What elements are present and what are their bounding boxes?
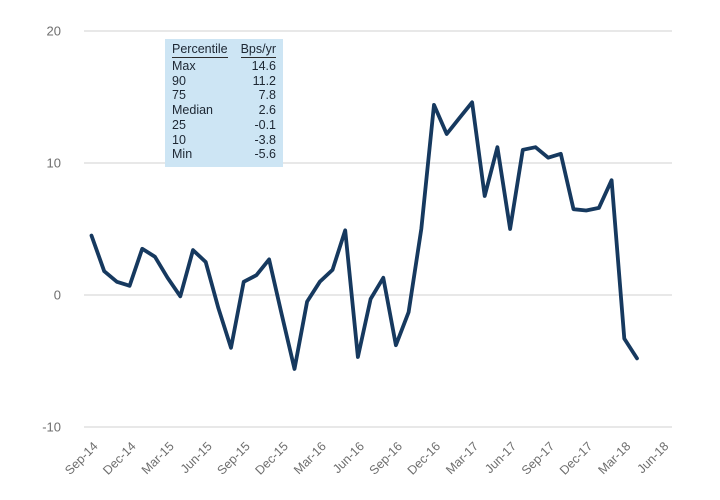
y-axis-labels: 20 10 0 -10 (42, 24, 61, 435)
x-axis-labels: Sep-14 Dec-14 Mar-15 Jun-15 Sep-15 Dec-15 Mar-… (62, 439, 671, 477)
x-tick-label: Sep-15 (214, 439, 252, 477)
percentile-table-header: Percentile Bps/yr (172, 42, 276, 58)
x-tick-label: Jun-15 (178, 439, 215, 476)
percentile-value: 2.6 (258, 103, 276, 118)
percentile-value: 11.2 (252, 73, 276, 88)
percentile-value: 7.8 (258, 88, 276, 103)
x-tick-label: Mar-15 (139, 439, 177, 477)
percentile-label: 75 (172, 88, 186, 103)
x-tick-label: Jun-16 (330, 439, 367, 476)
percentile-table-row: 90 11.2 (172, 74, 276, 89)
percentile-table: Percentile Bps/yr Max 14.6 90 11.2 75 7.8 Medi… (165, 39, 283, 167)
percentile-value: -5.6 (254, 147, 276, 162)
x-tick-label: Jun-17 (482, 439, 519, 476)
x-tick-label: Sep-16 (367, 439, 405, 477)
percentile-label: 10 (172, 132, 186, 147)
percentile-label: Min (172, 147, 193, 162)
percentile-label: Max (172, 59, 196, 73)
x-tick-label: Dec-17 (557, 439, 595, 477)
x-tick-label: Sep-17 (519, 439, 557, 477)
percentile-value: -3.8 (254, 132, 276, 147)
percentile-label: 90 (172, 73, 186, 88)
y-tick-label: -10 (42, 420, 61, 435)
x-tick-label: Mar-18 (595, 439, 633, 477)
y-tick-label: 0 (54, 288, 61, 303)
x-tick-label: Dec-16 (405, 439, 443, 477)
x-tick-label: Dec-15 (253, 439, 291, 477)
percentile-table-row: Max 14.6 (172, 59, 276, 74)
x-tick-label: Dec-14 (100, 439, 138, 477)
percentile-table-row: Min -5.6 (172, 147, 276, 162)
percentile-table-row: 10 -3.8 (172, 133, 276, 148)
table-header-bps-yr: Bps/yr (240, 42, 276, 58)
percentile-table-body: Max 14.6 90 11.2 75 7.8 Median 2.6 25 -0.1 10 -3.8 M… (172, 59, 276, 162)
percentile-value: -0.1 (254, 117, 276, 132)
x-tick-label: Mar-17 (443, 439, 481, 477)
data-line (89, 100, 639, 371)
percentile-value: 14.6 (251, 59, 276, 73)
percentile-label: Median (172, 103, 213, 118)
percentile-table-row: 75 7.8 (172, 88, 276, 103)
percentile-table-row: Median 2.6 (172, 103, 276, 118)
percentile-table-row: 25 -0.1 (172, 118, 276, 133)
y-tick-label: 10 (47, 156, 61, 171)
y-tick-label: 20 (47, 24, 61, 39)
table-header-percentile: Percentile (172, 42, 228, 58)
x-tick-label: Mar-16 (291, 439, 329, 477)
x-tick-label: Sep-14 (62, 439, 100, 477)
x-tick-label: Jun-18 (635, 439, 672, 476)
percentile-label: 25 (172, 117, 186, 132)
